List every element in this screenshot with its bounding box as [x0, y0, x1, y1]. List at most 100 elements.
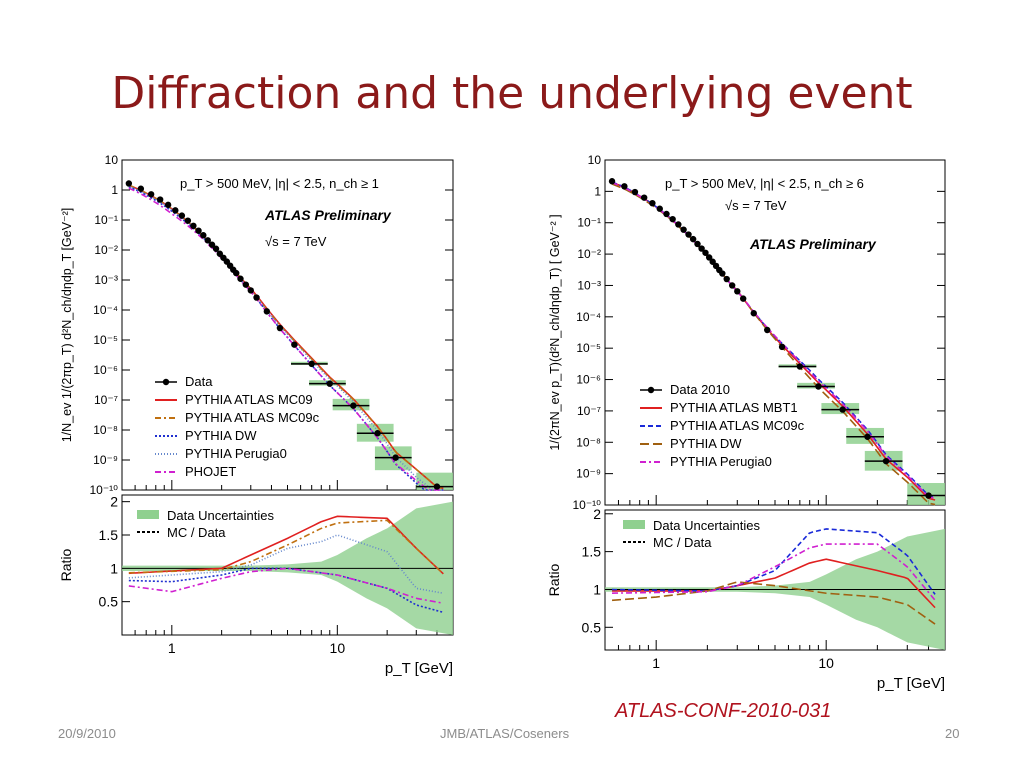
data-point	[689, 235, 697, 243]
data-point	[778, 343, 786, 351]
ratio-tick-label: 0.5	[582, 619, 602, 635]
data-point	[350, 402, 357, 409]
data-point	[208, 241, 216, 248]
ratio-curve-pythia-atlas-mbt1	[612, 558, 936, 609]
cuts-label: p_T > 500 MeV, |η| < 2.5, n_ch ≥ 6	[665, 176, 864, 191]
mc-curve-pythia-atlas-mc09	[128, 184, 444, 490]
ratio-tick-label: 2	[593, 506, 601, 522]
mc-curve-pythia-perugia0	[611, 181, 936, 500]
data-point	[212, 245, 220, 252]
data-point	[796, 363, 804, 370]
data-point	[190, 222, 197, 230]
y-tick-label: 10⁻⁵	[576, 341, 601, 355]
data-point	[253, 294, 260, 301]
x-tick-label: 10	[330, 640, 346, 656]
ratio-curve-pythia-perugia0	[612, 543, 936, 601]
data-point	[247, 287, 254, 294]
y-tick-label: 10⁻³	[577, 278, 601, 292]
data-point	[125, 180, 133, 187]
data-point	[723, 275, 730, 283]
legend-uncertainty-swatch	[137, 510, 159, 519]
legend-marker-data	[647, 386, 655, 394]
y-tick-label: 10⁻⁷	[577, 404, 601, 418]
y-tick-label: 10⁻⁶	[576, 373, 601, 387]
data-point	[156, 196, 164, 203]
data-point	[649, 199, 656, 207]
legend-entry: PYTHIA DW	[670, 436, 742, 451]
data-point	[680, 226, 687, 233]
data-point	[276, 324, 284, 332]
mc-curve-pythia-dw	[611, 183, 936, 506]
ratio-curve-pythia-dw	[128, 567, 444, 614]
data-point	[392, 454, 399, 461]
data-point	[147, 191, 155, 198]
y-axis-title: 1/(2πN_ev p_T)(d²N_ch/dηdp_T) [ GeV⁻² ]	[548, 214, 562, 450]
y-tick-label: 10	[105, 153, 119, 167]
data-point	[705, 254, 713, 261]
y-tick-label: 10	[588, 153, 602, 167]
data-point	[326, 380, 333, 387]
ratio-tick-label: 1.5	[99, 527, 119, 543]
y-tick-label: 10⁻¹⁰	[573, 498, 602, 512]
ratio-tick-label: 0.5	[99, 594, 119, 610]
experiment-label: ATLAS Preliminary	[264, 207, 392, 223]
legend-marker-data	[162, 378, 170, 386]
data-point	[702, 249, 709, 256]
x-tick-label: 1	[168, 640, 176, 656]
data-point	[815, 383, 822, 390]
ratio-curve-phojet	[128, 567, 444, 605]
y-tick-label: 10⁻⁷	[94, 393, 118, 407]
data-point	[640, 194, 648, 201]
ratio-tick-label: 1	[110, 560, 118, 576]
data-point	[172, 207, 179, 214]
y-tick-label: 10⁻³	[94, 273, 118, 287]
chart-left-svg: 10 1 10⁻¹ 10⁻² 10⁻³ 10⁻⁴ 10⁻⁵ 10⁻⁶ 10⁻⁷ 10⁻⁸ 10⁻⁹ 1…	[58, 153, 454, 677]
x-tick-label: 1	[652, 655, 660, 671]
slide-title: Diffraction and the underlying event	[111, 68, 913, 119]
data-point	[719, 270, 726, 277]
y-tick-label: 10⁻¹⁰	[90, 483, 119, 497]
chart-panel-left: 10 1 10⁻¹ 10⁻² 10⁻³ 10⁻⁴ 10⁻⁵ 10⁻⁶ 10⁻⁷ 10⁻⁸ 10⁻⁹ 1…	[55, 150, 475, 690]
ratio-axis-title: Ratio	[58, 548, 74, 581]
y-tick-label: 10⁻⁴	[93, 303, 118, 317]
legend-entry: Data 2010	[670, 382, 730, 397]
ratio-tick-label: 1.5	[582, 544, 602, 560]
chart-panel-right: 10 1 10⁻¹ 10⁻² 10⁻³ 10⁻⁴ 10⁻⁵ 10⁻⁶ 10⁻⁷ 10⁻⁸ 10⁻⁹ 1…	[545, 150, 965, 705]
y-tick-label: 10⁻⁵	[93, 333, 118, 347]
data-point	[308, 360, 315, 368]
data-point	[621, 183, 628, 190]
legend-entry: PYTHIA Perugia0	[185, 446, 287, 461]
x-tick-label: 10	[818, 655, 834, 671]
data-point	[178, 212, 186, 219]
legend-entry: Data Uncertainties	[167, 508, 274, 523]
ratio-curve-pythia-atlas-mc09c	[612, 528, 936, 595]
y-tick-label: 10⁻¹	[577, 216, 601, 230]
data-point	[739, 295, 747, 302]
data-point	[237, 275, 244, 282]
ratio-tick-label: 1	[593, 581, 601, 597]
data-point	[675, 221, 682, 228]
data-point	[734, 288, 741, 295]
legend-entry: PYTHIA ATLAS MC09c	[670, 418, 805, 433]
ratio-tick-label: 2	[110, 494, 118, 510]
legend-entry: MC / Data	[653, 535, 712, 550]
data-point	[925, 492, 932, 499]
y-tick-label: 1	[111, 183, 118, 197]
y-tick-label: 10⁻⁸	[93, 423, 118, 437]
footer-date: 20/9/2010	[58, 726, 116, 741]
legend-entry: MC / Data	[167, 525, 226, 540]
mc-curve-pythia-atlas-mc09c	[611, 181, 936, 498]
y-tick-label: 10⁻⁹	[93, 453, 118, 467]
data-point	[164, 201, 172, 209]
legend-entry: Data	[185, 374, 213, 389]
y-tick-label: 10⁻⁹	[576, 467, 601, 481]
data-point	[608, 178, 616, 185]
data-point	[656, 205, 663, 212]
energy-label: √s = 7 TeV	[265, 234, 327, 249]
data-point	[669, 215, 676, 223]
data-point	[233, 269, 240, 277]
mc-curve-pythia-dw	[128, 186, 444, 491]
page-number: 20	[945, 726, 960, 741]
legend-uncertainty-swatch	[623, 520, 645, 529]
legend-entry: PYTHIA ATLAS MBT1	[670, 400, 798, 415]
